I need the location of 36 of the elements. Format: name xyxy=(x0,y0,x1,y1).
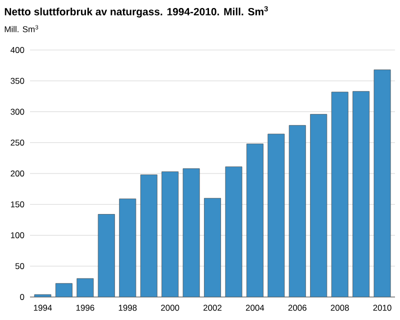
y-tick-label: 200 xyxy=(10,170,24,176)
bar xyxy=(225,166,242,297)
bar xyxy=(310,114,328,297)
y-tick-label: 250 xyxy=(10,140,24,146)
bar xyxy=(76,278,94,297)
bar xyxy=(352,91,370,297)
x-tick-label: 2004 xyxy=(246,304,264,311)
bar xyxy=(246,144,264,297)
x-tick-label: 2000 xyxy=(161,304,180,311)
bar xyxy=(288,125,306,297)
bar xyxy=(56,283,72,297)
x-tick-label: 2006 xyxy=(288,304,306,311)
bar xyxy=(98,214,115,297)
y-tick-label: 300 xyxy=(10,108,24,115)
bar xyxy=(182,168,200,297)
x-tick-label: 2010 xyxy=(373,304,392,311)
bar xyxy=(331,92,348,297)
y-tick-label: 100 xyxy=(10,232,24,238)
x-tick-label: 2008 xyxy=(330,304,349,311)
x-tick-label: 1994 xyxy=(34,304,52,311)
x-tick-label: 1998 xyxy=(118,304,137,311)
bar xyxy=(204,198,221,297)
bar xyxy=(140,174,158,297)
y-tick-label: 350 xyxy=(10,78,24,84)
x-tick-label: 2002 xyxy=(204,304,222,311)
y-tick-label: 150 xyxy=(10,201,24,208)
y-axis-title: Mill. Sm$^{3}$ xyxy=(4,25,38,32)
chart-title: Netto sluttforbruk av naturgass. 1994-2010. Mill. Sm$^{3}$ xyxy=(4,6,268,18)
bar xyxy=(374,70,391,297)
bar xyxy=(162,171,179,297)
x-tick-label: 1996 xyxy=(76,304,94,311)
y-tick-label: 50 xyxy=(15,263,24,270)
bar xyxy=(268,134,285,297)
y-tick-label: 0 xyxy=(20,294,24,300)
bar xyxy=(119,198,136,297)
y-tick-label: 400 xyxy=(10,47,24,53)
